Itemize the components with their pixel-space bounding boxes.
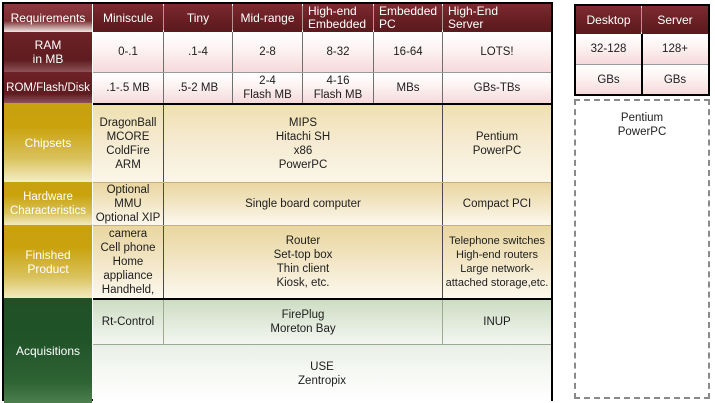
cell-hw-miniscule: Optional MMU Optional XIP [93, 183, 163, 225]
side-note-text: Pentium PowerPC [617, 112, 667, 138]
cell-ram-high-end-embedded: 8-32 [303, 32, 373, 72]
cell-acq-mid-range-group: FirePlug Moreton Bay [164, 300, 442, 344]
row-divider [93, 182, 551, 183]
header-cell-miniscule: Miniscule [93, 4, 163, 32]
header-divider [442, 6, 443, 30]
cell-ram-miniscule: 0-.1 [93, 32, 163, 72]
cell-rom-mid-range: 2-4 Flash MB [233, 73, 302, 103]
column-divider [442, 73, 443, 103]
header-cell-mid-range: Mid-range [233, 4, 302, 32]
header-cell-tiny: Tiny [164, 4, 232, 32]
row-label-chipsets: Chipsets [4, 103, 92, 182]
row-label-ram: RAM in MB [4, 32, 92, 72]
cell-acq-high-end-server: INUP [443, 300, 551, 344]
cell-ram-tiny: .1-4 [164, 32, 232, 72]
side-cell-rom-server: GBs [642, 65, 708, 94]
header-cell-high-end-server: High-End Server [443, 4, 551, 32]
section-divider [93, 103, 551, 105]
column-divider [232, 32, 233, 72]
cell-rom-tiny: .5-2 MB [164, 73, 232, 103]
header-cell-embedded-pc: Embedded PC [374, 4, 442, 32]
cell-hw-high-end-server: Compact PCI [443, 183, 551, 225]
column-divider [442, 105, 443, 182]
cell-chipsets-high-end-server: Pentium PowerPC [443, 105, 551, 182]
section-divider [93, 298, 551, 300]
column-divider [442, 32, 443, 72]
column-divider [373, 32, 374, 72]
cell-rom-miniscule: .1-.5 MB [93, 73, 163, 103]
header-cell-high-end-embedded: High-end Embedded [303, 4, 373, 32]
cell-rom-high-end-embedded: 4-16 Flash MB [303, 73, 373, 103]
column-divider [442, 300, 443, 344]
side-cell-ram-desktop: 32-128 [576, 34, 641, 64]
header-divider [232, 6, 233, 30]
cell-acq-full-width: USE Zentropix [93, 345, 551, 403]
row-label-acquisitions: Acquisitions [4, 298, 92, 403]
column-divider [302, 32, 303, 72]
main-comparison-table: Requirements Miniscule Tiny Mid-range Hi… [2, 2, 553, 403]
column-divider [163, 73, 164, 103]
side-column-divider [641, 34, 643, 94]
cell-ram-high-end-server: LOTS! [443, 32, 551, 72]
cell-ram-embedded-pc: 16-64 [374, 32, 442, 72]
cell-hw-mid-range-group: Single board computer [164, 183, 442, 225]
column-divider [232, 73, 233, 103]
cell-product-miniscule: Digital camera Cell phone Home appliance… [93, 226, 163, 298]
header-cell-requirements: Requirements [4, 4, 92, 32]
side-note-box: Pentium PowerPC [574, 99, 710, 399]
header-divider [302, 6, 303, 30]
side-header-divider [641, 8, 642, 32]
column-divider [163, 226, 164, 298]
side-header-server: Server [642, 6, 708, 34]
row-divider [93, 225, 551, 226]
column-divider [163, 105, 164, 182]
column-divider [442, 226, 443, 298]
cell-rom-embedded-pc: MBs [374, 73, 442, 103]
header-divider [163, 6, 164, 30]
cell-chipsets-mid-range-group: MIPS Hitachi SH x86 PowerPC [164, 105, 442, 182]
cell-rom-high-end-server: GBs-TBs [443, 73, 551, 103]
column-divider [442, 183, 443, 225]
cell-chipsets-miniscule: DragonBall MCORE ColdFire ARM [93, 105, 163, 182]
side-cell-rom-desktop: GBs [576, 65, 641, 94]
cell-product-high-end-server: Telephone switches High-end routers Larg… [443, 226, 551, 298]
row-divider [93, 344, 551, 345]
row-label-rom-flash-disk: ROM/Flash/Disk [4, 72, 92, 103]
column-divider [163, 183, 164, 225]
side-header-desktop: Desktop [576, 6, 641, 34]
side-cell-ram-server: 128+ [642, 34, 708, 64]
column-divider [373, 73, 374, 103]
cell-acq-miniscule: Rt-Control [93, 300, 163, 344]
cell-product-mid-range-group: Router Set-top box Thin client Kiosk, et… [164, 226, 442, 298]
row-label-hardware-characteristics: Hardware Characteristics [4, 182, 92, 226]
row-label-finished-product: Finished Product [4, 225, 92, 299]
column-divider [163, 300, 164, 344]
cell-ram-mid-range: 2-8 [233, 32, 302, 72]
side-comparison-table: Desktop Server 32-128 128+ GBs GBs [574, 4, 710, 96]
column-divider [163, 32, 164, 72]
column-divider [302, 73, 303, 103]
header-divider [373, 6, 374, 30]
row-divider [93, 72, 551, 73]
